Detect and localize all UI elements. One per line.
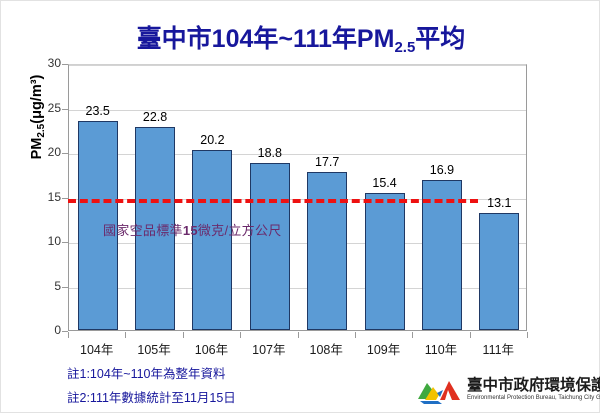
x-axis-tick-label: 106年 <box>194 343 229 357</box>
bar-slot: 16.9 <box>413 65 470 330</box>
bar[interactable] <box>479 213 520 330</box>
x-axis-tick <box>125 332 127 338</box>
y-axis-title-subscript: 2.5 <box>36 123 47 138</box>
bar-slot: 18.8 <box>241 65 298 330</box>
x-axis-tick <box>182 332 184 338</box>
x-axis-tick <box>527 332 528 338</box>
footnote-1: 註1:104年~110年為整年資料 <box>67 367 226 381</box>
x-axis-tick-label: 110年 <box>424 343 458 357</box>
gridline <box>69 65 526 66</box>
bar[interactable] <box>364 192 405 330</box>
y-axis-tick-label: 15 <box>47 189 61 204</box>
y-axis-title-post: (μg/m³) <box>29 74 45 124</box>
bar-value-label: 17.7 <box>315 155 340 170</box>
x-axis-tick-label: 109年 <box>366 343 401 357</box>
x-axis-tick <box>469 332 471 338</box>
y-axis-tick <box>62 108 68 110</box>
y-axis-tick-label: 30 <box>47 56 61 70</box>
bar-slot: 13.1 <box>471 65 528 330</box>
organization-logo: 臺中市政府環境保護局 Environmental Protection Bure… <box>416 372 600 408</box>
chart-title-post: 平均 <box>415 25 466 53</box>
gridline <box>69 109 526 111</box>
bar-slot: 15.4 <box>356 65 413 330</box>
x-axis-tick <box>412 332 414 338</box>
bar-value-label: 20.2 <box>200 133 225 148</box>
x-axis-tick-label: 104年 <box>80 343 114 357</box>
chart-title-pre: 臺中市104年~111年PM <box>136 25 395 53</box>
y-axis-tick-label: 25 <box>47 100 61 115</box>
y-axis-tick <box>62 242 68 243</box>
plot-area: 23.5 22.8 20.2 18.8 17.7 15.4 16.9 13.1 國家空品標準1… <box>68 64 527 331</box>
y-axis-tick <box>62 197 68 199</box>
bar-value-label: 22.8 <box>142 110 168 125</box>
y-axis-tick <box>62 64 68 65</box>
bar-value-label: 18.8 <box>257 145 282 160</box>
bar-slot: 20.2 <box>184 65 241 330</box>
y-axis-tick <box>62 331 68 332</box>
bar[interactable] <box>249 162 290 330</box>
taichung-epb-mountain-icon <box>418 381 460 404</box>
y-axis-tick <box>62 286 68 288</box>
bar-value-label: 23.5 <box>85 103 110 118</box>
y-axis-tick-label: 20 <box>47 145 61 159</box>
bar-slot: 23.5 <box>69 65 126 330</box>
chart-title-subscript: 2.5 <box>394 39 416 56</box>
bar-slot: 17.7 <box>299 65 356 330</box>
chart-title: 臺中市104年~111年PM2.5平均 <box>1 19 600 56</box>
logo-title-chinese: 臺中市政府環境保護局 <box>467 377 600 394</box>
threshold-label-post: 微克/立方公尺 <box>197 222 282 238</box>
gridline <box>69 154 526 155</box>
logo-title-english: Environmental Protection Bureau, Taichun… <box>467 395 600 401</box>
x-axis-tick-label: 107年 <box>252 343 286 357</box>
footnote-2: 註2:111年數據統計至11月15日 <box>67 391 236 405</box>
threshold-label-pre: 國家空品標準 <box>103 222 183 238</box>
bar-slot: 22.8 <box>126 65 183 330</box>
threshold-label-value: 15 <box>182 222 198 238</box>
bar[interactable] <box>77 120 118 330</box>
bar-value-label: 16.9 <box>429 162 455 177</box>
bar[interactable] <box>135 127 176 330</box>
x-axis-tick-label: 105年 <box>137 343 171 357</box>
x-axis-tick <box>240 332 242 338</box>
y-axis-tick <box>62 153 68 154</box>
gridline <box>69 287 526 289</box>
y-axis-tick-label: 5 <box>54 278 61 293</box>
x-axis-tick <box>68 332 69 338</box>
bar-value-label: 13.1 <box>487 196 512 211</box>
x-axis-tick <box>354 332 356 338</box>
x-axis-tick-label: 111年 <box>482 343 515 357</box>
threshold-line-national-standard <box>68 198 478 203</box>
y-axis-tick-label: 10 <box>47 234 61 248</box>
bar[interactable] <box>307 172 348 330</box>
x-axis-tick <box>297 332 299 338</box>
bar-value-label: 15.4 <box>372 175 397 190</box>
gridline <box>69 243 526 244</box>
x-axis-tick-label: 108年 <box>309 343 343 357</box>
logo-text-block: 臺中市政府環境保護局 Environmental Protection Bure… <box>467 377 600 403</box>
bar[interactable] <box>192 150 233 330</box>
threshold-annotation-label: 國家空品標準15微克/立方公尺 <box>103 220 282 239</box>
bar[interactable] <box>421 179 462 330</box>
y-axis-tick-label: 0 <box>54 323 61 337</box>
